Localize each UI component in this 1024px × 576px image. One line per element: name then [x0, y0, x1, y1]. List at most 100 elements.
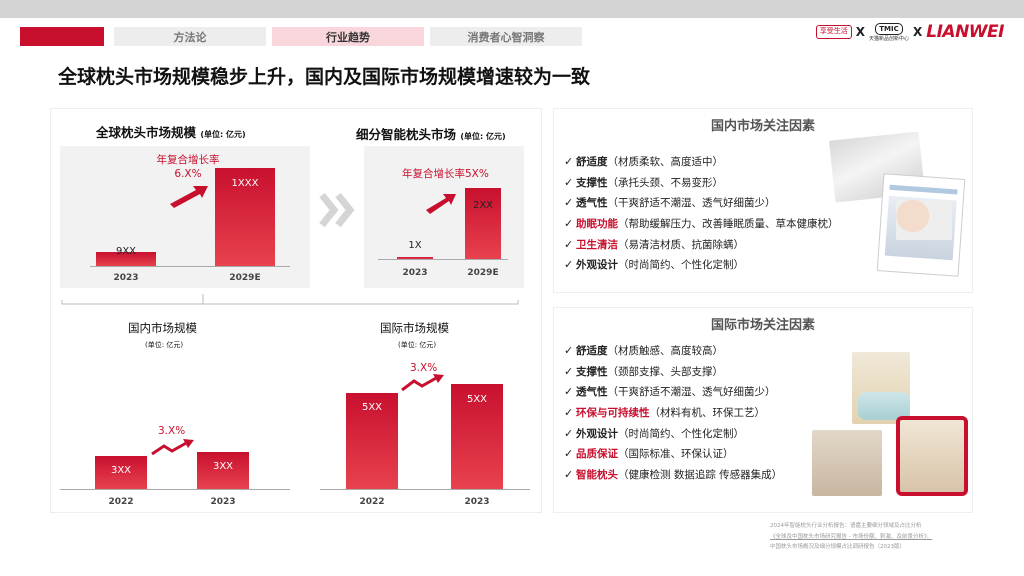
intl-factor-item-key: 外观设计	[576, 427, 618, 440]
tmic-subtitle: 天猫新品创新中心	[868, 35, 909, 42]
footnote-line: 中国枕头市场概况及细分规模占比调研报告（2023版）	[770, 544, 905, 550]
checkmark-icon: ✓	[564, 385, 574, 399]
chart-intl-axis	[320, 489, 530, 490]
chart-domestic-title: 国内市场规模	[128, 321, 197, 335]
chart-intl-cagr: 3.X%	[410, 362, 438, 374]
domestic-factor-item-desc: （承托头颈、不易变形）	[607, 176, 724, 189]
chart-smart-cagr: 年复合增长率5X%	[402, 168, 489, 180]
chart-global-xtick-2029e: 2029E	[229, 273, 261, 283]
domestic-factors-list: ✓ 舒适度 （材质柔软、高度适中） ✓ 支撑性 （承托头颈、不易变形） ✓ 透气性 （干爽舒适不…	[564, 151, 839, 275]
logo-tmic: TMIC 天猫新品创新中心	[868, 22, 909, 42]
logo-separator: X	[855, 25, 865, 39]
chart-global-xtick-2023: 2023	[113, 273, 139, 283]
chart-global-cagr: 年复合增长率 6.X%	[150, 153, 226, 181]
chart-smart-trend-arrow	[426, 194, 456, 214]
logo-lianwei: LIANWEI	[926, 22, 1004, 42]
intl-factor-item-desc: （健康检测 数据追踪 传感器集成）	[618, 468, 783, 481]
domestic-factors-title: 国内市场关注因素	[710, 119, 815, 134]
intl-factor-item-key: 环保与可持续性	[576, 406, 650, 419]
intl-factor-item: ✓ 外观设计 （时尚简约、个性化定制）	[564, 423, 782, 444]
intl-factor-item-key: 透气性	[576, 386, 608, 399]
intl-factor-item-key: 智能枕头	[576, 468, 618, 481]
checkmark-icon: ✓	[564, 426, 574, 440]
chart-domestic-bar-2022	[95, 456, 147, 489]
domestic-factor-item: ✓ 透气性 （干爽舒适不潮湿、透气好细菌少）	[564, 192, 839, 213]
chart-domestic-unit: (单位: 亿元)	[145, 341, 184, 349]
chart-domestic-cagr: 3.X%	[158, 425, 186, 437]
brand-accent-block	[20, 27, 104, 46]
chart-global-bar-2029e	[215, 168, 275, 266]
chart-intl-unit: (单位: 亿元)	[398, 341, 437, 349]
cotton-plant-image	[812, 430, 882, 496]
chart-domestic-xtick-2022: 2022	[108, 497, 134, 507]
intl-factor-item-desc: （国际标准、环保认证）	[618, 448, 734, 461]
chart-smart-xtick-2023: 2023	[402, 268, 428, 278]
sleeping-woman-image	[896, 200, 952, 240]
chart-intl-xtick-2023: 2023	[464, 497, 490, 507]
chart-intl-bar-2023	[451, 384, 503, 489]
intl-factor-item: ✓ 舒适度 （材质触感、高度较高）	[564, 340, 782, 361]
tab-industry-trends[interactable]: 行业趋势	[272, 27, 424, 46]
chart-global-value-2023: 9XX	[115, 246, 137, 257]
intl-factors-list: ✓ 舒适度 （材质触感、高度较高） ✓ 支撑性 （颈部支撑、头部支撑） ✓ 透气性 （干爽舒适不…	[564, 340, 782, 485]
chart-intl-title: 国际市场规模	[380, 321, 449, 335]
tab-consumer-insight[interactable]: 消费者心智洞察	[430, 27, 582, 46]
double-chevron-icon	[319, 192, 355, 228]
chart-smart-bar-2029e	[465, 188, 501, 259]
domestic-factor-item-key: 外观设计	[576, 259, 618, 272]
intl-factor-item: ✓ 支撑性 （颈部支撑、头部支撑）	[564, 361, 782, 382]
checkmark-icon: ✓	[564, 237, 574, 251]
domestic-factor-item-desc: （材质柔软、高度适中）	[607, 155, 724, 168]
intl-factor-item-desc: （材料有机、环保工艺）	[649, 406, 766, 419]
domestic-factor-item-desc: （时尚简约、个性化定制）	[618, 259, 744, 272]
intl-factor-item-key: 舒适度	[576, 344, 608, 357]
chart-intl-value-2022: 5XX	[361, 402, 383, 413]
intl-factor-item-desc: （材质触感、高度较高）	[607, 344, 724, 357]
wrapped-pillow-image	[896, 416, 968, 496]
chart-smart-value-2023: 1X	[408, 240, 422, 251]
intl-factor-item-desc: （时尚简约、个性化定制）	[618, 427, 744, 440]
chart-global-value-2029e: 1XXX	[231, 178, 259, 189]
chart-domestic-axis	[60, 489, 290, 490]
domestic-factor-item-desc: （易清洁材质、抗菌除螨）	[618, 238, 744, 251]
chart-intl-bar-2022	[346, 393, 398, 489]
intl-factor-item-desc: （颈部支撑、头部支撑）	[607, 365, 724, 378]
chart-global-title: 全球枕头市场规模 (单位: 亿元)	[96, 125, 246, 140]
intl-factor-item: ✓ 环保与可持续性 （材料有机、环保工艺）	[564, 402, 782, 423]
chart-global-trend-arrow	[170, 186, 208, 208]
partner-logos: 享受生活 X TMIC 天猫新品创新中心 X LIANWEI	[815, 22, 1004, 42]
chart-intl-trend-arrow	[401, 374, 444, 392]
domestic-factor-item: ✓ 舒适度 （材质柔软、高度适中）	[564, 151, 839, 172]
checkmark-icon: ✓	[564, 258, 574, 272]
chart-domestic-value-2023: 3XX	[212, 461, 234, 472]
intl-factors-title: 国际市场关注因素	[710, 318, 815, 333]
intl-factor-item: ✓ 透气性 （干爽舒适不潮湿、透气好细菌少）	[564, 381, 782, 402]
domestic-factor-item-desc: （帮助缓解压力、改善睡眠质量、草本健康枕）	[618, 217, 839, 230]
chart-global-axis	[90, 266, 290, 267]
tmic-mark: TMIC	[875, 22, 903, 35]
chart-domestic-trend-arrow	[151, 439, 194, 456]
logo-separator: X	[913, 25, 923, 39]
domestic-factor-item: ✓ 外观设计 （时尚简约、个性化定制）	[564, 254, 839, 275]
footnotes: 2024年智能枕头行业分析报告：语嘉主要细分领域及占比分析 《全球及中国枕头市场…	[770, 521, 932, 553]
intl-factor-item-key: 支撑性	[576, 365, 608, 378]
checkmark-icon: ✓	[564, 196, 574, 210]
chart-smart-title: 细分智能枕头市场 (单位: 亿元)	[356, 127, 506, 142]
domestic-factor-item-key: 助眠功能	[576, 217, 618, 230]
chart-smart-bar-2023	[397, 257, 433, 259]
logo-xiangshou: 享受生活	[815, 25, 852, 39]
checkmark-icon: ✓	[564, 343, 574, 357]
chart-domestic-bar-2023	[197, 452, 249, 489]
footnote-line: 2024年智能枕头行业分析报告：语嘉主要细分领域及占比分析	[770, 523, 922, 529]
checkmark-icon: ✓	[564, 467, 574, 481]
domestic-factor-item: ✓ 卫生清洁 （易清洁材质、抗菌除螨）	[564, 234, 839, 255]
intl-factor-item: ✓ 品质保证 （国际标准、环保认证）	[564, 443, 782, 464]
intl-factor-item-desc: （干爽舒适不潮湿、透气好细菌少）	[607, 386, 776, 399]
cagr-value: 6.X%	[174, 168, 202, 181]
checkmark-icon: ✓	[564, 405, 574, 419]
intl-factor-item: ✓ 智能枕头 （健康检测 数据追踪 传感器集成）	[564, 464, 782, 485]
tab-methodology[interactable]: 方法论	[114, 27, 266, 46]
cagr-label: 年复合增长率	[156, 154, 220, 166]
chart-domestic-value-2022: 3XX	[110, 465, 132, 476]
domestic-factor-item-key: 支撑性	[576, 176, 608, 189]
